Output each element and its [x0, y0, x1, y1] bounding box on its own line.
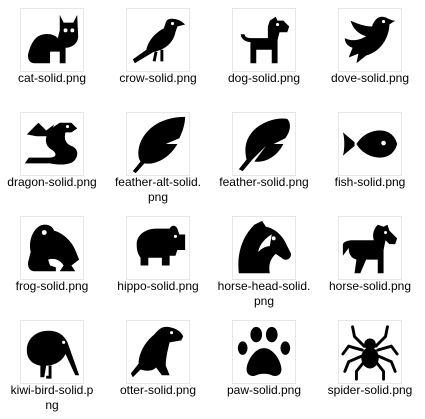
- thumbnail[interactable]: [338, 112, 402, 176]
- file-name: hippo-solid.png: [117, 279, 199, 293]
- file-item-dragon[interactable]: dragon-solid.png: [0, 104, 104, 208]
- file-item-dove[interactable]: dove-solid.png: [318, 0, 422, 104]
- fish-icon: [342, 130, 398, 158]
- crow-icon: [132, 18, 186, 64]
- file-name: dragon-solid.png: [7, 175, 97, 189]
- frog-icon: [28, 224, 80, 272]
- dog-icon: [240, 16, 290, 64]
- file-name: crow-solid.png: [119, 71, 197, 85]
- thumbnail[interactable]: [20, 112, 84, 176]
- file-item-fish[interactable]: fish-solid.png: [318, 104, 422, 208]
- file-item-paw[interactable]: paw-solid.png: [212, 312, 316, 416]
- file-item-crow[interactable]: crow-solid.png: [106, 0, 210, 104]
- file-name: otter-solid.png: [119, 383, 197, 397]
- thumbnail[interactable]: [126, 216, 190, 280]
- file-item-feather[interactable]: feather-solid.png: [212, 104, 316, 208]
- file-name: feather-alt-solid. png: [114, 175, 202, 204]
- file-name: paw-solid.png: [226, 383, 302, 397]
- thumbnail[interactable]: [232, 112, 296, 176]
- thumbnail[interactable]: [20, 216, 84, 280]
- hippo-icon: [136, 225, 186, 266]
- dove-icon: [344, 16, 396, 64]
- dragon-icon: [24, 122, 78, 165]
- file-item-horse[interactable]: horse-solid.png: [318, 208, 422, 312]
- file-name: kiwi-bird-solid.p ng: [10, 383, 94, 412]
- file-name: horse-head-solid. png: [217, 279, 311, 308]
- horse-head-icon: [238, 220, 292, 274]
- file-item-cat[interactable]: cat-solid.png: [0, 0, 104, 104]
- file-item-spider[interactable]: spider-solid.png: [318, 312, 422, 416]
- cat-icon: [28, 14, 79, 64]
- file-name: dog-solid.png: [227, 71, 301, 85]
- file-name: frog-solid.png: [15, 279, 89, 293]
- file-item-feather-alt[interactable]: feather-alt-solid. png: [106, 104, 210, 208]
- file-item-dog[interactable]: dog-solid.png: [212, 0, 316, 104]
- file-item-kiwi-bird[interactable]: kiwi-bird-solid.p ng: [0, 312, 104, 416]
- thumbnail[interactable]: [232, 216, 296, 280]
- thumbnail[interactable]: [232, 8, 296, 72]
- thumbnail[interactable]: [20, 8, 84, 72]
- horse-icon: [342, 224, 398, 274]
- thumbnail[interactable]: [338, 8, 402, 72]
- spider-icon: [341, 325, 399, 381]
- file-name: feather-solid.png: [219, 175, 309, 189]
- file-name: dove-solid.png: [330, 71, 410, 85]
- kiwi-bird-icon: [26, 330, 80, 379]
- file-name: spider-solid.png: [327, 383, 413, 397]
- thumbnail[interactable]: [232, 320, 296, 384]
- file-name: fish-solid.png: [334, 175, 406, 189]
- otter-icon: [130, 326, 184, 378]
- thumbnail[interactable]: [126, 8, 190, 72]
- thumbnail[interactable]: [126, 112, 190, 176]
- thumbnail[interactable]: [126, 320, 190, 384]
- thumbnail[interactable]: [338, 320, 402, 384]
- file-name: horse-solid.png: [328, 279, 412, 293]
- feather-icon: [238, 118, 290, 172]
- paw-icon: [237, 326, 291, 376]
- file-item-frog[interactable]: frog-solid.png: [0, 208, 104, 312]
- file-item-otter[interactable]: otter-solid.png: [106, 312, 210, 416]
- feather-alt-icon: [132, 116, 186, 174]
- file-name: cat-solid.png: [17, 71, 87, 85]
- thumbnail[interactable]: [20, 320, 84, 384]
- file-item-horse-head[interactable]: horse-head-solid. png: [212, 208, 316, 312]
- thumbnail[interactable]: [338, 216, 402, 280]
- file-item-hippo[interactable]: hippo-solid.png: [106, 208, 210, 312]
